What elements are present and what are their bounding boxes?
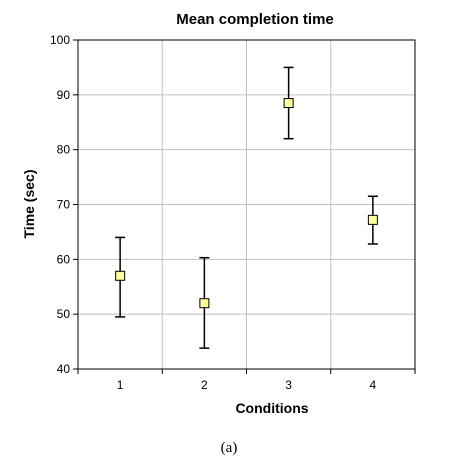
y-tick-label: 70: [57, 198, 71, 212]
data-point-marker: [283, 98, 294, 109]
chart-title: Mean completion time: [176, 11, 334, 28]
data-point-marker: [115, 270, 126, 281]
data-point-marker: [367, 214, 378, 225]
x-tick-label: 2: [201, 378, 208, 392]
x-tick-label: 3: [285, 378, 292, 392]
figure-caption: (a): [221, 440, 238, 456]
y-tick-label: 90: [57, 88, 71, 102]
y-axis-ticks: 40 50 60 70 80 90 100: [50, 33, 78, 376]
x-tick-label: 1: [117, 378, 124, 392]
data-point-marker: [199, 298, 210, 309]
x-axis-ticks: 1 2 3 4: [77, 369, 416, 392]
y-tick-label: 80: [57, 143, 71, 157]
y-tick-label: 40: [57, 362, 71, 376]
grid-lines: [78, 40, 415, 369]
x-tick-label: 4: [370, 378, 377, 392]
y-tick-label: 100: [50, 33, 70, 47]
data-points: [115, 66, 378, 349]
y-tick-label: 50: [57, 307, 71, 321]
y-tick-label: 60: [57, 252, 71, 266]
y-axis-label: Time (sec): [21, 170, 37, 239]
x-axis-label: Conditions: [235, 400, 308, 416]
